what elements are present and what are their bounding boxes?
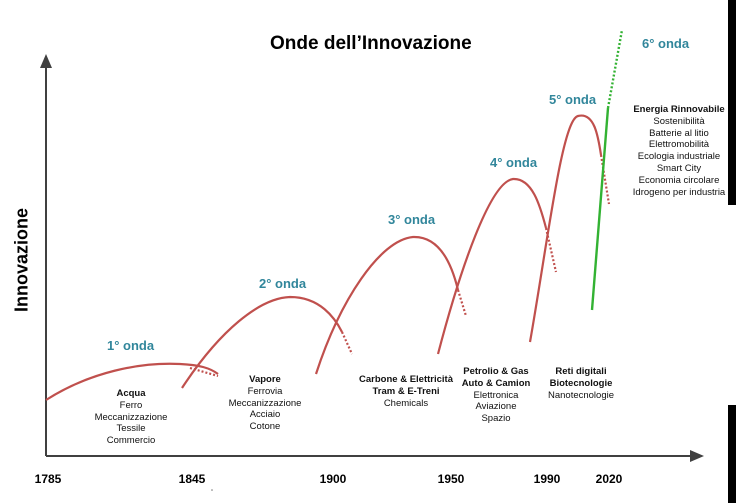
year-label: 1785	[34, 472, 62, 486]
wave-4-label: 4° onda	[490, 155, 538, 170]
wave-2-item: Ferrovia	[247, 385, 283, 397]
wave-1-label: 1° onda	[107, 338, 155, 353]
axis-dot	[211, 489, 213, 491]
wave-2-curve	[181, 295, 343, 389]
year-label: 1900	[319, 472, 347, 486]
wave-6-item: Idrogeno per industria	[632, 186, 726, 198]
wave-1-item: Meccanizzazione	[94, 411, 168, 423]
wave-5-description: Reti digitali Biotecnologie Nanotecnolog…	[548, 366, 614, 401]
wave-2-heading: Vapore	[249, 374, 281, 385]
wave-5-heading: Biotecnologie	[549, 377, 613, 389]
wave-4-item: Spazio	[481, 413, 511, 425]
wave-1-item: Tessile	[116, 423, 146, 435]
wave-1-curve	[45, 362, 219, 401]
year-label: 1950	[437, 472, 465, 486]
wave-4-heading: Petrolio & Gas	[463, 366, 529, 377]
wave-5-item: Nanotecnologie	[547, 389, 615, 401]
year-label: 1990	[533, 472, 561, 486]
wave-2-tail	[340, 331, 354, 355]
edge-bar-top	[728, 0, 736, 205]
wave-6-item: Batterie al litio	[649, 127, 709, 139]
edge-bar-bottom	[728, 405, 736, 503]
wave-3-label: 3° onda	[388, 212, 436, 227]
wave-6-item: Ecologia industriale	[637, 151, 721, 163]
wave-4-curve	[436, 177, 548, 355]
wave-3-tail	[456, 289, 468, 317]
x-axis-arrow	[690, 450, 704, 462]
wave-5-tail	[599, 154, 611, 205]
wave-3-description: Carbone & Elettricità Tram & E-Treni Che…	[359, 374, 453, 409]
wave-4-item: Elettronica	[473, 389, 519, 401]
wave-2-item: Acciaio	[249, 409, 281, 421]
wave-3-heading: Carbone & Elettricità	[359, 374, 453, 385]
page-title: Onde dell’Innovazione	[270, 33, 472, 54]
year-label: 1845	[178, 472, 206, 486]
wave-3-curve	[314, 235, 460, 375]
wave-2-item: Cotone	[249, 421, 281, 433]
wave-5-label: 5° onda	[549, 92, 597, 107]
wave-6-item: Economia circolare	[638, 174, 720, 186]
wave-6-item: Sostenibilità	[653, 115, 705, 127]
wave-3-item: Chemicals	[383, 397, 429, 409]
wave-4-description: Petrolio & Gas Auto & Camion Elettronica…	[462, 366, 531, 425]
wave-6-label: 6° onda	[642, 36, 690, 51]
wave-4-heading: Auto & Camion	[461, 377, 531, 389]
wave-6-curve	[590, 107, 610, 311]
wave-6-tail	[606, 29, 624, 109]
wave-1-item: Commercio	[106, 435, 156, 447]
wave-2-item: Meccanizzazione	[228, 397, 302, 409]
wave-2-description: Vapore Ferrovia Meccanizzazione Acciaio …	[229, 374, 302, 433]
wave-5-curve	[528, 114, 603, 343]
wave-3-heading: Tram & E-Treni	[372, 385, 440, 397]
wave-4-item: Aviazione	[475, 401, 517, 413]
y-axis-arrow	[40, 54, 52, 68]
wave-4-tail	[544, 227, 558, 273]
wave-2-label: 2° onda	[259, 276, 307, 291]
wave-5-heading: Reti digitali	[555, 366, 607, 377]
wave-6-item: Smart City	[656, 162, 702, 174]
wave-6-description: Energia Rinnovabile Sostenibilità Batter…	[633, 104, 725, 198]
wave-1-heading: Acqua	[116, 388, 146, 399]
wave-1-item: Ferro	[119, 399, 143, 411]
wave-6-item: Elettromobilità	[648, 139, 710, 151]
y-axis-label: Innovazione	[11, 207, 32, 313]
wave-6-heading: Energia Rinnovabile	[633, 104, 725, 115]
year-label: 2020	[595, 472, 623, 486]
wave-1-description: Acqua Ferro Meccanizzazione Tessile Comm…	[95, 388, 168, 447]
